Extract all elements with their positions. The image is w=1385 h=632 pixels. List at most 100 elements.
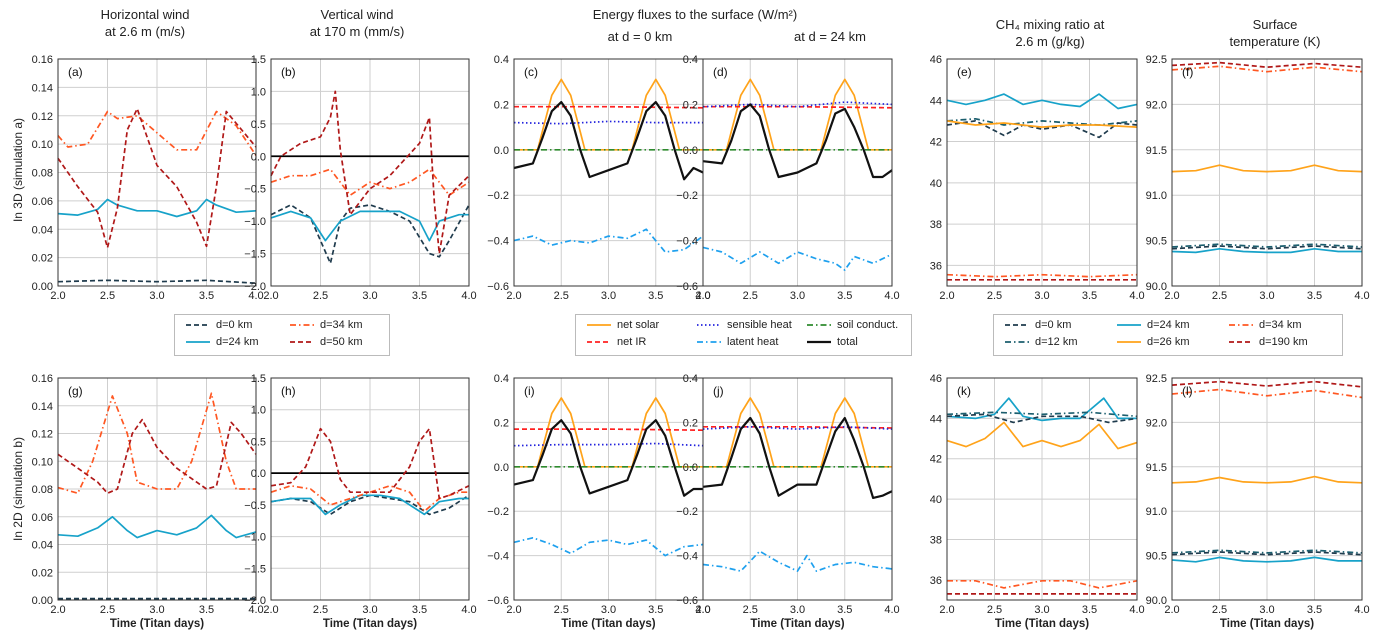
y-tick-label: 0.00 [32, 281, 53, 293]
y-tick-label: 0.12 [32, 429, 53, 441]
y-tick-label: −0.6 [676, 595, 698, 607]
panel-label: (l) [1182, 384, 1193, 398]
plot-frame [702, 58, 893, 287]
legend-item: d=24 km [1116, 319, 1190, 331]
legend-item: net solar [586, 319, 659, 331]
legend-label: net IR [617, 336, 647, 348]
y-tick-label: 0.00 [32, 595, 53, 607]
y-tick-label: 0.10 [32, 139, 53, 151]
legend-swatch [1229, 341, 1253, 343]
y-tick-label: 0.04 [32, 224, 53, 236]
x-tick-label: 2.0 [1164, 290, 1179, 302]
legend-swatch [290, 341, 314, 343]
plot-frame [1171, 377, 1363, 601]
series-line [946, 411, 1138, 418]
chart-f: 90.0 90.5 91.0 91.5 92.0 92.5 2.0 2.5 3.0 3.5 4.0 (… [1146, 54, 1370, 302]
x-tick-label: 4.0 [248, 290, 263, 302]
y-tick-label: 44 [930, 95, 942, 107]
y-tick-label: 92.0 [1146, 417, 1167, 429]
y-tick-label: 92.5 [1146, 54, 1167, 66]
y-tick-label: −2.0 [244, 281, 266, 293]
legend-swatch [697, 324, 721, 326]
y-tick-label: 90.5 [1146, 236, 1167, 248]
plot-frame [270, 58, 470, 287]
series-line [702, 103, 893, 179]
x-tick-label: 2.0 [939, 604, 954, 616]
y-tick-label: 90.5 [1146, 551, 1167, 563]
y-tick-label: 0.02 [32, 253, 53, 265]
panel-label: (h) [281, 384, 296, 398]
y-tick-label: 0.0 [683, 462, 698, 474]
x-tick-label: 3.5 [1082, 290, 1097, 302]
chart-h: −2.0 −1.5 −1.0 −0.5 0.0 0.5 1.0 1.5 2.0 2.5 3.0 3.5… [244, 373, 476, 630]
x-tick-label: 2.5 [554, 290, 569, 302]
series-line [270, 484, 469, 513]
x-tick-label: 4.0 [461, 290, 476, 302]
series-line [270, 210, 469, 242]
x-axis-label: Time (Titan days) [110, 618, 204, 630]
x-tick-label: 2.0 [50, 290, 65, 302]
y-tick-label: 1.5 [251, 373, 266, 385]
series-line [57, 514, 257, 539]
y-tick-label: 0.2 [494, 417, 509, 429]
col-title-vertical-wind: Vertical wind at 170 m (mm/s) [309, 7, 405, 39]
x-tick-label: 4.0 [695, 604, 710, 616]
y-tick-label: −0.6 [487, 281, 509, 293]
legend-label: d=34 km [320, 319, 363, 331]
legend-label: total [837, 336, 858, 348]
x-tick-label: 2.5 [743, 604, 758, 616]
y-tick-label: 0.0 [251, 151, 266, 163]
y-tick-label: −0.5 [244, 500, 266, 512]
y-tick-label: 91.0 [1146, 506, 1167, 518]
x-axis-label: Time (Titan days) [750, 618, 844, 630]
x-axis-label: Time (Titan days) [323, 618, 417, 630]
plot-frame [702, 377, 893, 601]
energy-subtitle-1: at d = 24 km [794, 29, 866, 44]
series-line [270, 427, 470, 500]
y-tick-label: 92.0 [1146, 99, 1167, 111]
series-line [702, 550, 893, 572]
y-tick-label: 38 [930, 534, 942, 546]
y-tick-label: 0.10 [32, 456, 53, 468]
x-tick-label: 3.5 [1307, 290, 1322, 302]
y-tick-label: 0.08 [32, 484, 53, 496]
series-line [513, 536, 704, 557]
x-tick-label: 3.0 [790, 290, 805, 302]
x-tick-label: 2.5 [100, 290, 115, 302]
legend-item: d=34 km [289, 319, 363, 331]
x-tick-label: 3.0 [1034, 290, 1049, 302]
series-line [57, 418, 257, 495]
series-line [702, 246, 893, 271]
series-line [1171, 65, 1363, 73]
plot-frame [270, 377, 470, 601]
x-tick-label: 3.5 [837, 604, 852, 616]
legend-label: d=0 km [1035, 319, 1072, 331]
legend-item: soil conduct. [806, 319, 898, 331]
series-line [946, 273, 1138, 278]
series-line [946, 421, 1138, 450]
legend-swatch [1005, 324, 1029, 326]
y-tick-label: 0.4 [494, 373, 509, 385]
x-tick-label: 4.0 [1129, 604, 1144, 616]
x-tick-label: 4.0 [248, 604, 263, 616]
panel-label: (j) [713, 384, 724, 398]
x-axis-label: Time (Titan days) [995, 618, 1089, 630]
series-line [946, 93, 1138, 110]
y-tick-label: 90.0 [1146, 595, 1167, 607]
panel-label: (e) [957, 65, 972, 79]
y-tick-label: 0.06 [32, 196, 53, 208]
y-tick-label: −1.0 [244, 216, 266, 228]
x-tick-label: 3.5 [837, 290, 852, 302]
series-line [513, 100, 704, 181]
x-tick-label: 2.5 [313, 604, 328, 616]
legend-label: d=34 km [1259, 319, 1302, 331]
series-line [270, 494, 469, 516]
y-tick-label: −0.2 [676, 190, 698, 202]
y-tick-label: −1.5 [244, 249, 266, 261]
y-tick-label: 44 [930, 413, 942, 425]
series-line [947, 579, 1138, 589]
x-tick-label: 3.0 [1259, 290, 1274, 302]
col-title-ch4: CH₄ mixing ratio at 2.6 m (g/kg) [995, 17, 1105, 49]
x-tick-label: 4.0 [695, 290, 710, 302]
series-line [702, 416, 893, 500]
